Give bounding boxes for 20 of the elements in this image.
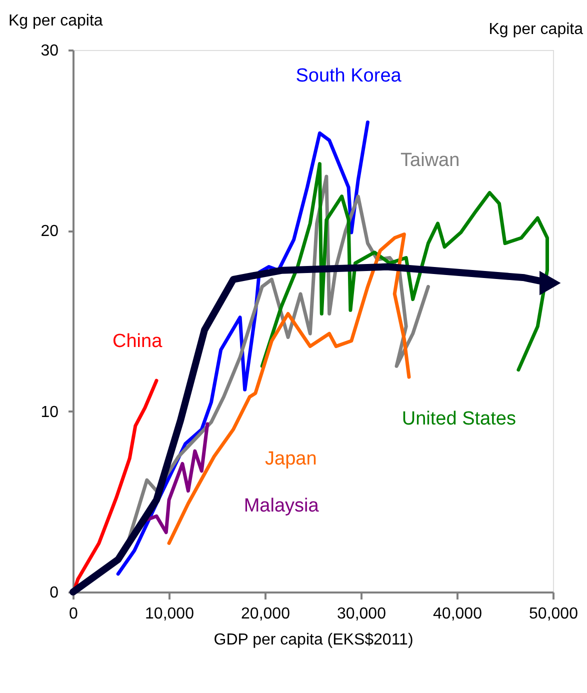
- text: Taiwan: [400, 150, 460, 172]
- y-tick-label: 0: [50, 584, 59, 602]
- x-axis-title: GDP per capita (EKS$2011): [214, 632, 414, 648]
- x-tick-label: 0: [69, 606, 78, 622]
- x-tick-label: 20,000: [241, 606, 290, 622]
- y-tick-label: 20: [40, 223, 59, 240]
- y-tick-label: 30: [40, 42, 59, 60]
- y-axis-title: Kg per capita: [8, 12, 103, 30]
- y-tick-label: 10: [40, 404, 59, 421]
- series-label: China: [112, 330, 163, 352]
- text: United States: [402, 408, 516, 430]
- x-tick-label: 10,000: [145, 606, 194, 622]
- text: Kg per capita: [488, 21, 584, 38]
- x-tick-label: 30,000: [337, 606, 386, 622]
- line-series: [145, 422, 210, 534]
- text: South Korea: [296, 65, 402, 86]
- x-tick-label: 50,000: [529, 606, 578, 622]
- text: Malaysia: [244, 495, 320, 516]
- x-tick-label: 40,000: [433, 606, 482, 622]
- series-label: Japan: [265, 448, 317, 470]
